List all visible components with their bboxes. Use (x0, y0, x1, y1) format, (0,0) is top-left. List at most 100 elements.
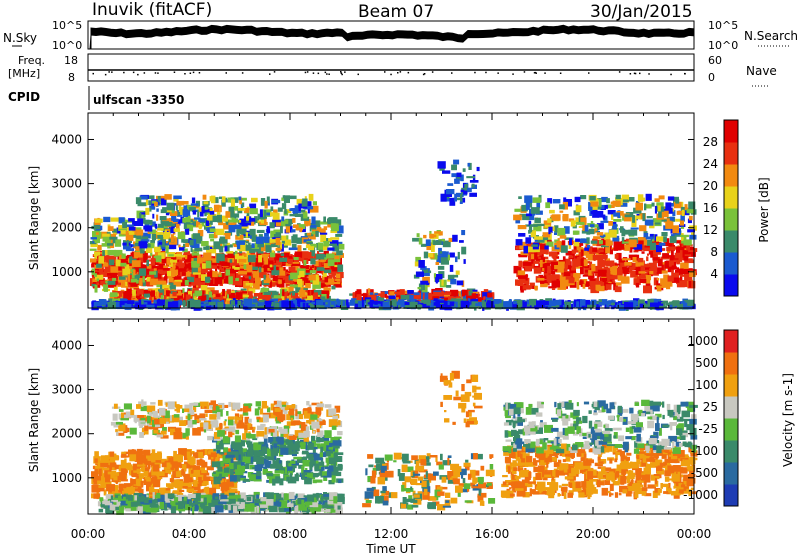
power-cell (185, 229, 189, 235)
power-cell (389, 301, 396, 306)
power-cell (235, 225, 242, 230)
power-cell (173, 196, 182, 200)
power-cell (590, 224, 595, 227)
power-cell (270, 265, 273, 268)
power-cell (670, 217, 675, 221)
power-cell (682, 272, 690, 274)
nave-dot (588, 72, 590, 74)
power-cell (164, 194, 171, 200)
power-cell (593, 236, 601, 239)
power-cell (110, 292, 118, 297)
velocity-cell (123, 475, 126, 478)
power-cell (433, 292, 441, 296)
nave-dot (485, 72, 487, 74)
power-cell (671, 250, 674, 255)
power-cell (602, 301, 611, 305)
power-cell (112, 278, 116, 281)
power-cell (170, 260, 177, 263)
power-cell (487, 293, 492, 298)
power-cell (246, 283, 253, 286)
power-cell (213, 216, 220, 223)
power-cell (323, 241, 329, 246)
power-cell (453, 275, 458, 278)
power-cell (133, 270, 135, 276)
power-cell (229, 224, 236, 232)
power-cell (450, 290, 458, 297)
power-cell (686, 245, 690, 251)
power-cell (595, 278, 599, 280)
power-cell (576, 205, 582, 212)
power-cell (486, 302, 491, 305)
power-cell (682, 210, 685, 216)
nave-dot (670, 74, 672, 76)
power-cell (179, 247, 185, 251)
velocity-cell (144, 471, 149, 477)
velocity-cell (202, 483, 207, 486)
power-cell (428, 253, 433, 257)
power-cell (546, 274, 548, 277)
power-cell (642, 251, 645, 254)
colorbar-tick-label: 16 (703, 201, 718, 215)
power-cell (155, 232, 164, 235)
power-cell (313, 294, 318, 300)
power-cell (273, 213, 280, 220)
power-cell (239, 197, 242, 201)
power-cell (311, 225, 317, 228)
power-cell (645, 220, 654, 226)
power-cell (158, 196, 161, 202)
power-cell (635, 203, 643, 211)
power-cell (131, 279, 138, 283)
power-cell (193, 272, 201, 274)
power-cell (231, 301, 235, 305)
power-cell (300, 258, 303, 261)
power-cell (94, 254, 98, 256)
power-cell (658, 259, 662, 267)
nave-dot (544, 72, 546, 74)
power-cell (318, 243, 323, 250)
cpid-label: CPID (8, 90, 40, 104)
power-cell (441, 257, 449, 264)
y-tick-label: 3000 (51, 177, 82, 191)
power-cell (640, 279, 647, 283)
velocity-cell (332, 476, 336, 483)
power-cell (454, 194, 457, 202)
power-cell (446, 285, 451, 288)
power-cell (523, 261, 532, 266)
power-cell (232, 266, 235, 269)
power-cell (311, 217, 315, 225)
power-cell (665, 222, 673, 229)
power-cell (327, 248, 334, 251)
power-cell (238, 259, 246, 263)
power-cell (560, 280, 565, 287)
power-cell (260, 209, 263, 217)
power-cell (275, 295, 282, 298)
power-cell (435, 301, 440, 306)
power-cell (518, 225, 527, 229)
beam-title: Beam 07 (358, 2, 434, 22)
nave-dot (93, 73, 95, 75)
power-cell (673, 273, 679, 278)
nave-dot (630, 73, 632, 75)
power-cell (557, 228, 565, 236)
power-cell (642, 213, 645, 221)
power-cell (443, 292, 452, 295)
power-cell (204, 201, 209, 204)
power-cell (194, 278, 200, 283)
velocity-cell (114, 454, 116, 459)
power-cell (170, 286, 176, 289)
power-cell (285, 272, 288, 274)
power-cell (132, 260, 141, 267)
power-cell (157, 228, 163, 231)
nave-dot (408, 72, 410, 74)
power-cell (247, 304, 256, 307)
power-cell (516, 239, 523, 245)
power-cell (251, 243, 254, 248)
nave-dot (174, 72, 176, 74)
power-cell (586, 237, 589, 244)
colorbar-tick-label: 12 (703, 223, 718, 237)
power-cell (417, 233, 420, 237)
power-cell (206, 220, 209, 226)
power-cell (646, 237, 654, 240)
velocity-cell (201, 470, 207, 473)
